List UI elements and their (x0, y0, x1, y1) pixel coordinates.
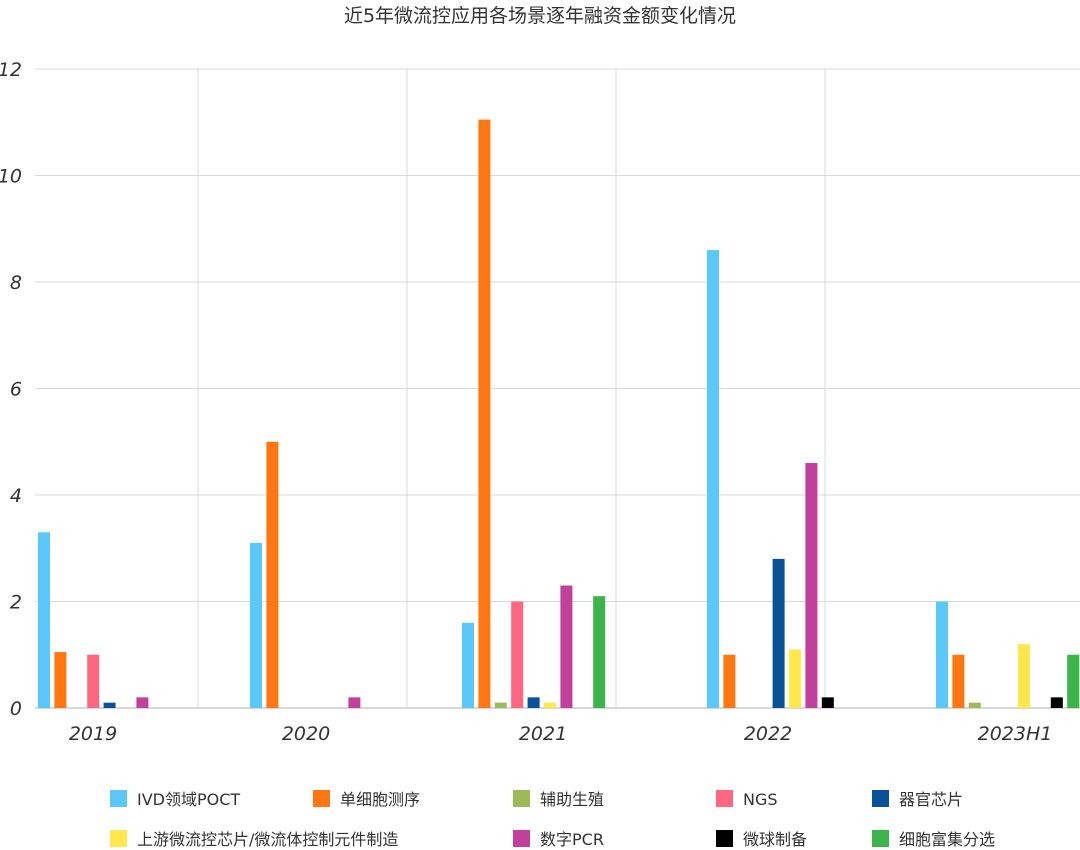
bar (527, 697, 540, 708)
legend-swatch (513, 830, 530, 847)
y-tick-label: 0 (10, 698, 22, 720)
bar (54, 652, 67, 708)
chart-title: 近5年微流控应用各场景逐年融资金额变化情况 (344, 5, 736, 27)
y-tick-label: 2 (10, 592, 22, 614)
legend-label: 辅助生殖 (540, 790, 604, 809)
x-tick-label: 2023H1 (978, 723, 1053, 745)
x-axis-ticks: 2019 2020 2021 2022 2023H1 (69, 723, 1053, 745)
bar (593, 596, 606, 708)
legend-label: 单细胞测序 (340, 790, 420, 809)
bar (936, 601, 948, 708)
x-tick-label: 2022 (744, 723, 792, 745)
bar (1018, 644, 1030, 708)
legend-swatch (872, 830, 889, 847)
legend-swatch (513, 790, 530, 807)
bar (136, 697, 149, 708)
bar (38, 532, 50, 708)
bar (544, 702, 556, 708)
grid (35, 68, 1080, 709)
legend-item: IVD领域POCT (110, 790, 240, 809)
y-axis-ticks: 0 2 4 6 8 10 12 (0, 59, 22, 720)
bar (511, 601, 524, 708)
legend-label: 微球制备 (743, 830, 807, 849)
legend-swatch (313, 790, 330, 807)
legend-swatch (110, 830, 127, 847)
bar (478, 119, 491, 708)
legend-item: NGS (716, 790, 778, 809)
bar (560, 585, 573, 708)
legend-item: 细胞富集分选 (872, 830, 995, 849)
bar (968, 702, 981, 708)
bar (707, 250, 719, 709)
y-tick-label: 4 (10, 485, 22, 507)
x-tick-label: 2020 (282, 723, 330, 745)
legend-label: 器官芯片 (899, 790, 963, 809)
bar (103, 702, 116, 708)
bar (1067, 654, 1080, 708)
legend-label: 数字PCR (540, 830, 604, 849)
legend-item: 上游微流控芯片/微流体控制元件制造 (110, 830, 398, 849)
legend-item: 辅助生殖 (513, 790, 604, 809)
bar (462, 622, 474, 708)
legend-item: 数字PCR (513, 830, 604, 849)
legend-swatch (110, 790, 127, 807)
bar (266, 441, 279, 708)
legend: IVD领域POCT 单细胞测序 辅助生殖 NGS 器官芯片上游微流控芯片/微流体控制元件… (110, 790, 995, 849)
legend-label: IVD领域POCT (137, 790, 240, 809)
bar (789, 649, 801, 708)
bar (87, 654, 100, 708)
bar (723, 654, 736, 708)
legend-swatch (716, 790, 733, 807)
bar (821, 697, 834, 708)
bar (250, 542, 262, 708)
y-tick-label: 12 (0, 59, 22, 81)
legend-swatch (716, 830, 733, 847)
x-tick-label: 2021 (519, 723, 567, 745)
bar (348, 697, 361, 708)
bar (772, 558, 785, 708)
bar (805, 463, 818, 708)
x-tick-label: 2019 (69, 723, 117, 745)
legend-label: 上游微流控芯片/微流体控制元件制造 (137, 830, 398, 849)
y-tick-label: 6 (10, 379, 22, 401)
bar (494, 702, 507, 708)
bar (1050, 697, 1063, 708)
legend-label: NGS (743, 790, 778, 809)
legend-label: 细胞富集分选 (899, 830, 995, 849)
legend-item: 单细胞测序 (313, 790, 420, 809)
bars (38, 119, 1080, 709)
legend-item: 器官芯片 (872, 790, 963, 809)
legend-swatch (872, 790, 889, 807)
y-tick-label: 10 (0, 166, 22, 188)
legend-item: 微球制备 (716, 830, 807, 849)
bar (952, 654, 965, 708)
y-tick-label: 8 (10, 272, 22, 294)
